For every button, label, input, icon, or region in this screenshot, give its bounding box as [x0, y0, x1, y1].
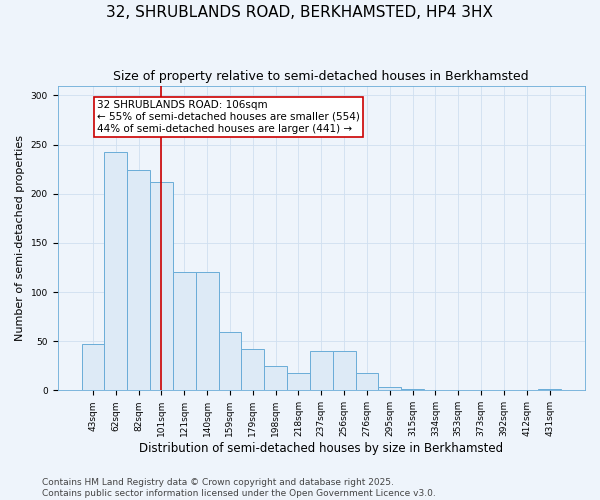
Bar [310, 351, 332, 391]
Y-axis label: Number of semi-detached properties: Number of semi-detached properties [15, 135, 25, 341]
Bar [218, 332, 241, 390]
Bar [150, 182, 173, 390]
Text: 32, SHRUBLANDS ROAD, BERKHAMSTED, HP4 3HX: 32, SHRUBLANDS ROAD, BERKHAMSTED, HP4 3H… [107, 5, 493, 20]
Bar [82, 344, 104, 391]
Bar [264, 366, 287, 390]
Bar [379, 388, 401, 390]
Bar [127, 170, 150, 390]
Bar [104, 152, 127, 390]
Bar [287, 372, 310, 390]
Text: Contains HM Land Registry data © Crown copyright and database right 2025.
Contai: Contains HM Land Registry data © Crown c… [42, 478, 436, 498]
Bar [332, 351, 356, 391]
X-axis label: Distribution of semi-detached houses by size in Berkhamsted: Distribution of semi-detached houses by … [139, 442, 503, 455]
Bar [356, 372, 379, 390]
Bar [196, 272, 218, 390]
Text: 32 SHRUBLANDS ROAD: 106sqm
← 55% of semi-detached houses are smaller (554)
44% o: 32 SHRUBLANDS ROAD: 106sqm ← 55% of semi… [97, 100, 361, 134]
Title: Size of property relative to semi-detached houses in Berkhamsted: Size of property relative to semi-detach… [113, 70, 529, 83]
Bar [173, 272, 196, 390]
Bar [241, 349, 264, 391]
